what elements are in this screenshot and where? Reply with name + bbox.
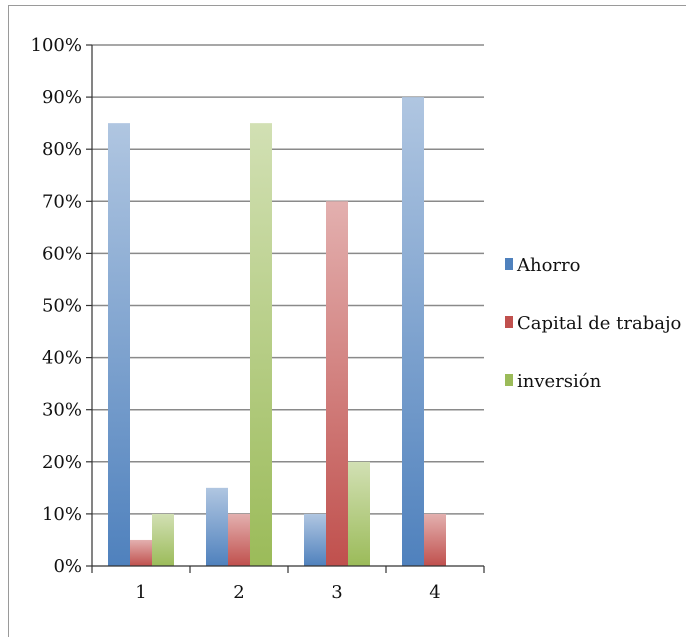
y-tick-label: 20% [42, 452, 82, 473]
bar-capital-de-trabajo-1 [130, 540, 152, 566]
y-tick-label: 90% [42, 87, 82, 108]
x-tick-label: 3 [331, 582, 342, 603]
x-tick-label: 2 [233, 582, 244, 603]
x-tick-label: 4 [429, 582, 440, 603]
legend-label: Ahorro [516, 255, 580, 276]
bar-ahorro-3 [304, 514, 326, 566]
bars [108, 97, 446, 566]
legend-label: inversión [517, 371, 602, 392]
legend: Ahorro Capital de trabajo inversión [505, 255, 681, 392]
y-tick-label: 60% [42, 243, 82, 264]
legend-swatch [505, 374, 513, 386]
bar-ahorro-2 [206, 488, 228, 566]
legend-swatch [505, 316, 513, 328]
bar-capital-de-trabajo-3 [326, 201, 348, 566]
y-tick-label: 100% [31, 35, 82, 56]
bar-inversi-n-2 [250, 123, 272, 566]
bar-ahorro-4 [402, 97, 424, 566]
y-tick-label: 10% [42, 504, 82, 525]
y-tick-label: 70% [42, 191, 82, 212]
gridlines [92, 45, 484, 514]
y-tick-label: 0% [53, 556, 82, 577]
bar-inversi-n-3 [348, 462, 370, 566]
legend-label: Capital de trabajo [517, 313, 681, 334]
y-tick-label: 40% [42, 348, 82, 369]
y-tick-label: 80% [42, 139, 82, 160]
y-tick-label: 30% [42, 400, 82, 421]
bar-capital-de-trabajo-2 [228, 514, 250, 566]
y-tick-label: 50% [42, 296, 82, 317]
bar-inversi-n-1 [152, 514, 174, 566]
legend-swatch [505, 258, 513, 270]
bar-capital-de-trabajo-4 [424, 514, 446, 566]
x-tick-label: 1 [135, 582, 146, 603]
bar-ahorro-1 [108, 123, 130, 566]
